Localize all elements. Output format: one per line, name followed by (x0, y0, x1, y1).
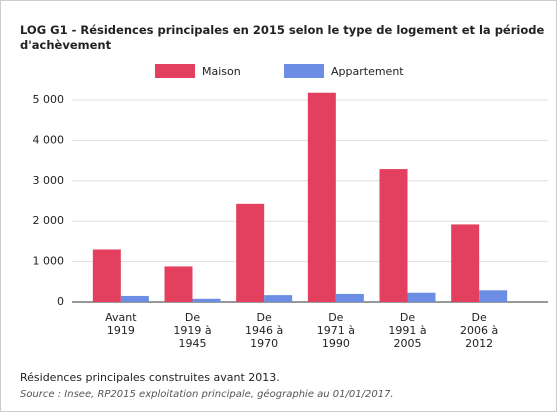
bar (92, 249, 121, 302)
bar (120, 295, 149, 302)
y-tick-label: 5 000 (33, 93, 65, 106)
note: Résidences principales construites avant… (20, 371, 280, 384)
legend-label: Appartement (331, 65, 404, 78)
bar (307, 92, 336, 302)
bar (451, 224, 480, 302)
x-tick-label: De 1991 à 2005 (388, 311, 426, 350)
y-tick-label: 3 000 (33, 174, 65, 187)
bar (479, 290, 508, 302)
x-tick-label: De 1946 à 1970 (245, 311, 283, 350)
bar (379, 169, 408, 302)
bar (236, 203, 265, 302)
bar (264, 295, 293, 302)
bar (164, 266, 193, 302)
x-tick-label: Avant 1919 (105, 311, 137, 337)
y-tick-label: 2 000 (33, 214, 65, 227)
y-tick-label: 4 000 (33, 133, 65, 146)
legend-swatch (155, 64, 195, 78)
source: Source : Insee, RP2015 exploitation prin… (20, 388, 394, 400)
y-tick-label: 1 000 (33, 255, 65, 268)
x-tick-label: De 1919 à 1945 (173, 311, 211, 350)
y-tick-label: 0 (57, 295, 64, 308)
bar (335, 293, 364, 302)
chart-title: LOG G1 - Résidences principales en 2015 … (20, 23, 544, 52)
x-tick-label: De 1971 à 1990 (317, 311, 355, 350)
bar (192, 298, 221, 302)
bar (407, 292, 436, 302)
x-tick-label: De 2006 à 2012 (460, 311, 498, 350)
legend-swatch (284, 64, 324, 78)
legend-label: Maison (202, 65, 241, 78)
